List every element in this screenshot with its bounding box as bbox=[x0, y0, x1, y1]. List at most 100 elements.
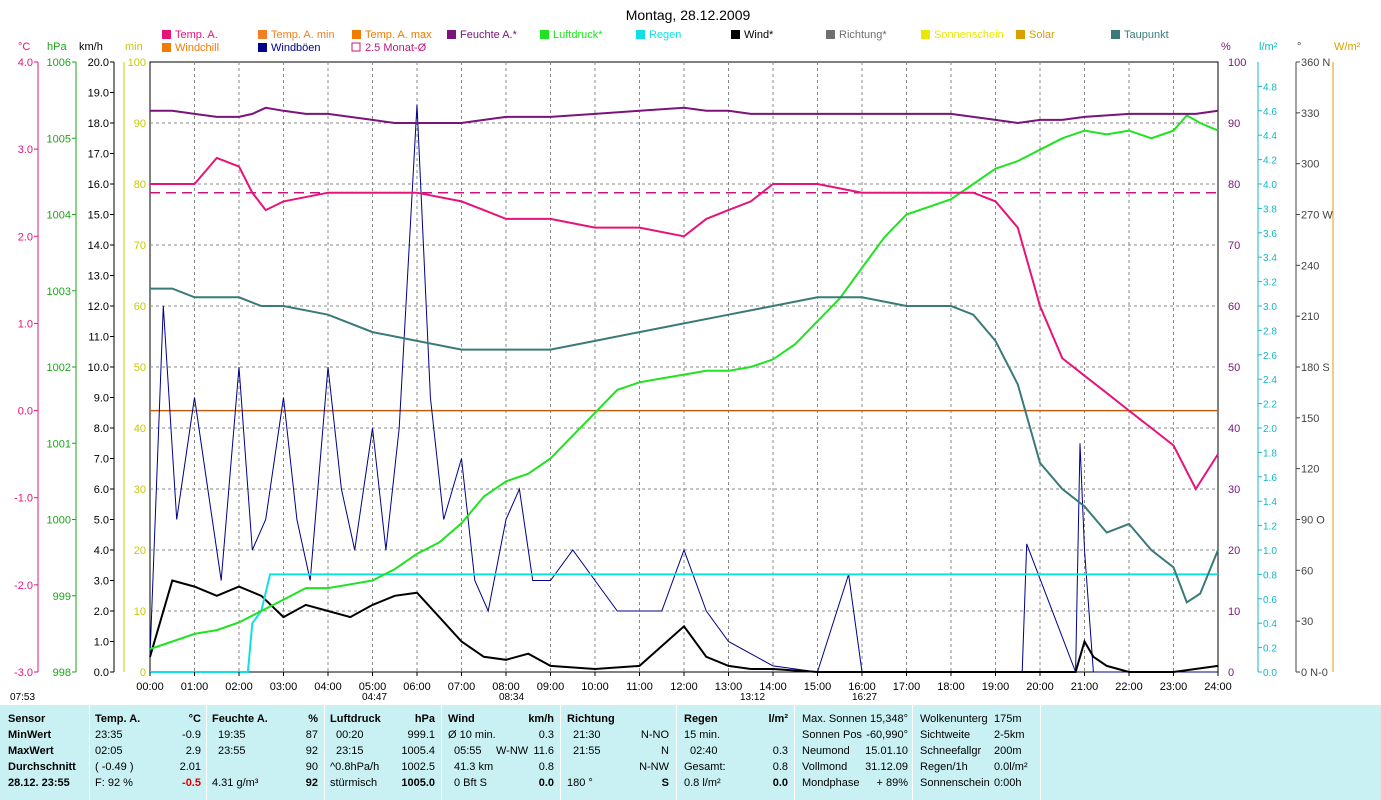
rain-axis-tick-label: 0.4 bbox=[1263, 619, 1277, 630]
rain-unit-label: l/m² bbox=[1259, 41, 1278, 53]
wind-axis-tick-label: 10.0 bbox=[88, 362, 109, 374]
humidity-tick-label: 20 bbox=[1228, 545, 1240, 557]
direction-column: Richtung 21:30 N-NO 21:55 N N-NW 180 ° S bbox=[567, 711, 669, 791]
temp-axis-tick-label: -3.0 bbox=[14, 667, 33, 679]
legend-label: Feuchte A.* bbox=[460, 29, 518, 41]
legend-item: Regen bbox=[636, 29, 681, 41]
dir-axis-label: 360 N bbox=[1301, 57, 1330, 69]
wind-axis-tick-label: 1.0 bbox=[94, 637, 109, 649]
rain-sum: 0.8 l/m² bbox=[684, 777, 721, 789]
sun-axis-label: 60 bbox=[134, 301, 146, 313]
pressure-axis-tick-label: 1003 bbox=[47, 286, 71, 298]
time-marker-label: 07:53 bbox=[10, 692, 35, 703]
series-temp bbox=[150, 156, 1219, 492]
dir-axis-label: 270 W bbox=[1301, 210, 1333, 222]
x-axis-label: 01:00 bbox=[181, 681, 209, 693]
wind-axis-tick-label: 17.0 bbox=[88, 149, 109, 161]
rain-axis-tick-label: 3.4 bbox=[1263, 253, 1277, 264]
rain-15min: 15 min. bbox=[684, 729, 721, 741]
dir-axis-label: 60 bbox=[1301, 565, 1313, 577]
temp-feel: F: 92 % bbox=[95, 777, 133, 789]
rain-header: Regen bbox=[684, 713, 718, 725]
pressure-avg-value: 1002.5 bbox=[401, 761, 435, 773]
wind-axis-tick-label: 16.0 bbox=[88, 179, 109, 191]
legend-swatch bbox=[636, 30, 645, 39]
legend-label: 2.5 Monat-Ø bbox=[365, 42, 427, 54]
rain-axis-tick-label: 0.0 bbox=[1263, 668, 1277, 679]
weather-label-3: Schneefallgr bbox=[920, 745, 982, 757]
direction-time-2: 21:55 bbox=[573, 745, 601, 757]
dir-axis-label: 240 bbox=[1301, 260, 1319, 272]
temp-axis-tick-label: -1.0 bbox=[14, 493, 33, 505]
rain-axis-tick-label: 2.0 bbox=[1263, 424, 1277, 435]
pressure-unit-label: hPa bbox=[47, 41, 67, 53]
sun-value-2: -60,990° bbox=[866, 729, 908, 741]
legend-item: Richtung* bbox=[826, 29, 887, 41]
temp-max-value: 2.9 bbox=[185, 745, 201, 757]
dir-axis-label: 120 bbox=[1301, 464, 1319, 476]
wind-axis-tick-label: 4.0 bbox=[94, 545, 109, 557]
temp-axis-tick-label: 2.0 bbox=[18, 231, 33, 243]
direction-value-1: N-NO bbox=[640, 729, 669, 741]
legend-item: Temp. A. min bbox=[258, 29, 335, 41]
series-luftdruck bbox=[149, 114, 1219, 651]
x-axis-label: 17:00 bbox=[893, 681, 921, 693]
weather-value-2: 2-5km bbox=[994, 729, 1025, 741]
weather-value-1: 175m bbox=[994, 713, 1022, 725]
x-axis-label: 19:00 bbox=[982, 681, 1010, 693]
x-axis-label: 00:00 bbox=[136, 681, 164, 693]
dir-axis-label: 150 bbox=[1301, 413, 1319, 425]
sun-value-5: + 89% bbox=[876, 777, 909, 789]
temp-min-value: -0.9 bbox=[182, 729, 201, 741]
temp-unit: °C bbox=[188, 713, 201, 725]
legend: Temp. A. Temp. A. min Temp. A. max Feuchte … bbox=[162, 29, 1169, 54]
wind-avg-label: Ø 10 min. bbox=[448, 729, 496, 741]
temp-avg-extra: ( -0.49 ) bbox=[95, 761, 134, 773]
temp-max-time: 02:05 bbox=[95, 745, 123, 757]
wind-axis-tick-label: 9.0 bbox=[94, 393, 109, 405]
humidity-tick-label: 40 bbox=[1228, 423, 1240, 435]
humidity-tick-label: 90 bbox=[1228, 118, 1240, 130]
wind-axis-tick-label: 3.0 bbox=[94, 576, 109, 588]
wind-current: 0.0 bbox=[538, 777, 554, 789]
sun-axis-label: 80 bbox=[134, 179, 146, 191]
x-axis-label: 20:00 bbox=[1026, 681, 1054, 693]
sun-column: Max. Sonnen 15,348° Sonnen Pos -60,990° Ne… bbox=[802, 711, 908, 791]
x-axis-label: 06:00 bbox=[403, 681, 431, 693]
legend-item: Wind* bbox=[731, 29, 774, 41]
pressure-axis-tick-label: 1004 bbox=[47, 210, 71, 222]
legend-swatch bbox=[162, 43, 171, 52]
weather-chart: Montag, 28.12.2009 Temp. A. Temp. A. min T… bbox=[10, 7, 1361, 703]
dir-axis-label: 90 O bbox=[1301, 515, 1325, 527]
pressure-axis-tick-label: 1002 bbox=[47, 362, 71, 374]
sun-label-5: Mondphase bbox=[802, 777, 860, 789]
x-axis-label: 03:00 bbox=[270, 681, 298, 693]
legend-swatch bbox=[921, 30, 930, 39]
pressure-column: Luftdruck hPa 00:20 999.1 23:15 1005.4 ^0.8… bbox=[330, 711, 435, 791]
dir-axis-label: 210 bbox=[1301, 311, 1319, 323]
legend-item: Luftdruck* bbox=[540, 29, 603, 41]
legend-swatch bbox=[258, 30, 267, 39]
x-axis-label: 22:00 bbox=[1115, 681, 1143, 693]
series bbox=[149, 104, 1219, 673]
humidity-min-value: 87 bbox=[305, 729, 318, 741]
legend-item: Temp. A. bbox=[162, 29, 218, 41]
weather-label-4: Regen/1h bbox=[920, 761, 968, 773]
series-feuchte bbox=[150, 106, 1219, 125]
wind-unit-label: km/h bbox=[79, 41, 103, 53]
chart-title: Montag, 28.12.2009 bbox=[626, 7, 751, 23]
humidity-min-time: 19:35 bbox=[218, 729, 246, 741]
humidity-unit: % bbox=[308, 713, 318, 725]
pressure-header: Luftdruck bbox=[330, 713, 381, 725]
time-marker-label: 13:12 bbox=[740, 692, 765, 703]
temp-min-time: 23:35 bbox=[95, 729, 123, 741]
dir-axis-label: 180 S bbox=[1301, 362, 1330, 374]
wind-column: Wind km/h Ø 10 min. 0.3 05:55 W-NW 11.6 41.3… bbox=[448, 711, 554, 791]
dir-axis-label: 0 N-0 bbox=[1301, 667, 1328, 679]
legend-label: Windböen bbox=[271, 42, 321, 54]
rain-axis-tick-label: 3.8 bbox=[1263, 204, 1277, 215]
dir-unit-label: ° bbox=[1297, 41, 1301, 53]
sun-value-1: 15,348° bbox=[869, 713, 908, 725]
wind-axis-tick-label: 13.0 bbox=[88, 271, 109, 283]
humidity-tick-label: 100 bbox=[1228, 57, 1246, 69]
